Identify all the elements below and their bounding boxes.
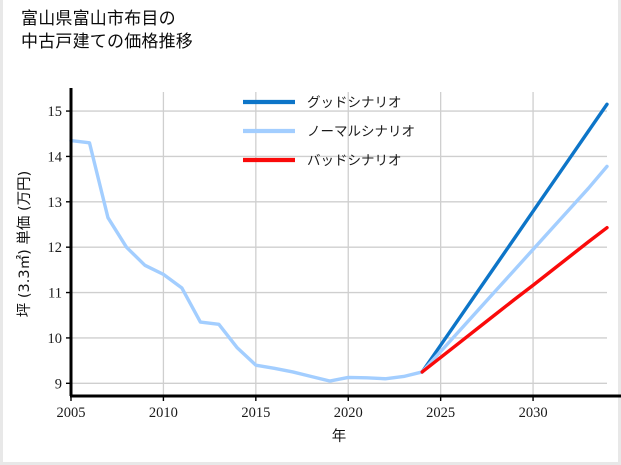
x-tick-label: 2010 — [149, 405, 178, 421]
y-tick-label: 13 — [48, 195, 63, 211]
x-axis-title: 年 — [332, 428, 347, 445]
axis-titles: 年 坪 (3.3㎡) 単価 (万円) — [16, 171, 346, 445]
y-tick-label: 15 — [48, 104, 63, 120]
x-tick-label: 2005 — [57, 405, 86, 421]
x-tick-label: 2015 — [241, 405, 270, 421]
series-line-good — [420, 102, 609, 374]
chart-plot-area: 9 10 11 12 13 14 15 2005 2010 2015 2020 2025 2030 年 坪… — [16, 88, 621, 445]
y-tick-label: 10 — [48, 331, 63, 347]
legend-label-bad: バッドシナリオ — [307, 153, 402, 169]
x-tick-label: 2020 — [334, 405, 363, 421]
series-line-normal — [69, 138, 609, 383]
y-tick-label: 12 — [48, 240, 63, 256]
y-tick-label: 14 — [48, 149, 63, 165]
series-layer — [69, 102, 609, 383]
axis-lines — [69, 88, 621, 398]
x-tick-label: 2025 — [426, 405, 455, 421]
series-line-bad — [420, 225, 609, 374]
y-axis-title: 坪 (3.3㎡) 単価 (万円) — [16, 171, 33, 318]
legend-label-normal: ノーマルシナリオ — [307, 124, 415, 140]
y-tick-label: 11 — [48, 286, 62, 302]
x-tick-label: 2030 — [519, 405, 548, 421]
legend-label-good: グッドシナリオ — [307, 95, 402, 111]
axis-tick-labels: 9 10 11 12 13 14 15 2005 2010 2015 2020 2025 2030 — [48, 104, 548, 421]
y-tick-label: 9 — [55, 376, 62, 392]
page-title: 富山県富山市布目の 中古戸建ての価格推移 — [21, 9, 193, 53]
